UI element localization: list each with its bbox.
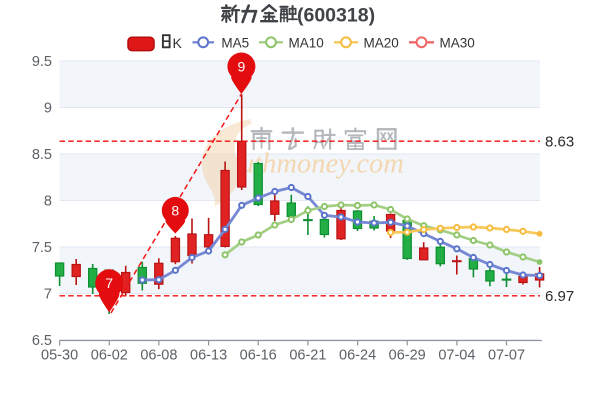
svg-text:7: 7 [44,287,52,303]
svg-text:MA10: MA10 [289,35,324,50]
svg-text:07-04: 07-04 [438,348,475,364]
svg-text:9.5: 9.5 [32,54,52,70]
svg-text:(600318): (600318) [297,5,375,27]
svg-text:06-24: 06-24 [339,348,376,364]
svg-text:MA30: MA30 [440,35,475,50]
svg-text:7.5: 7.5 [32,240,52,256]
svg-text:06-02: 06-02 [91,348,128,364]
svg-text:MA5: MA5 [221,35,249,50]
svg-text:06-21: 06-21 [289,348,326,364]
svg-text:06-08: 06-08 [140,348,177,364]
svg-text:07-07: 07-07 [488,348,525,364]
svg-text:8.63: 8.63 [545,133,574,150]
svg-text:06-16: 06-16 [240,348,277,364]
svg-text:6.97: 6.97 [545,288,574,305]
svg-text:05-30: 05-30 [41,348,78,364]
svg-text:06-29: 06-29 [389,348,426,364]
svg-text:9: 9 [44,101,52,117]
svg-text:8.5: 8.5 [32,147,52,163]
svg-text:6.5: 6.5 [32,333,52,349]
svg-text:K: K [173,35,183,51]
svg-text:MA20: MA20 [364,35,399,50]
svg-text:9: 9 [238,58,246,74]
svg-text:8: 8 [44,194,52,210]
svg-text:8: 8 [171,202,179,218]
svg-text:uthmoney.com: uthmoney.com [240,149,404,180]
svg-text:7: 7 [105,275,113,291]
svg-text:06-13: 06-13 [190,348,227,364]
